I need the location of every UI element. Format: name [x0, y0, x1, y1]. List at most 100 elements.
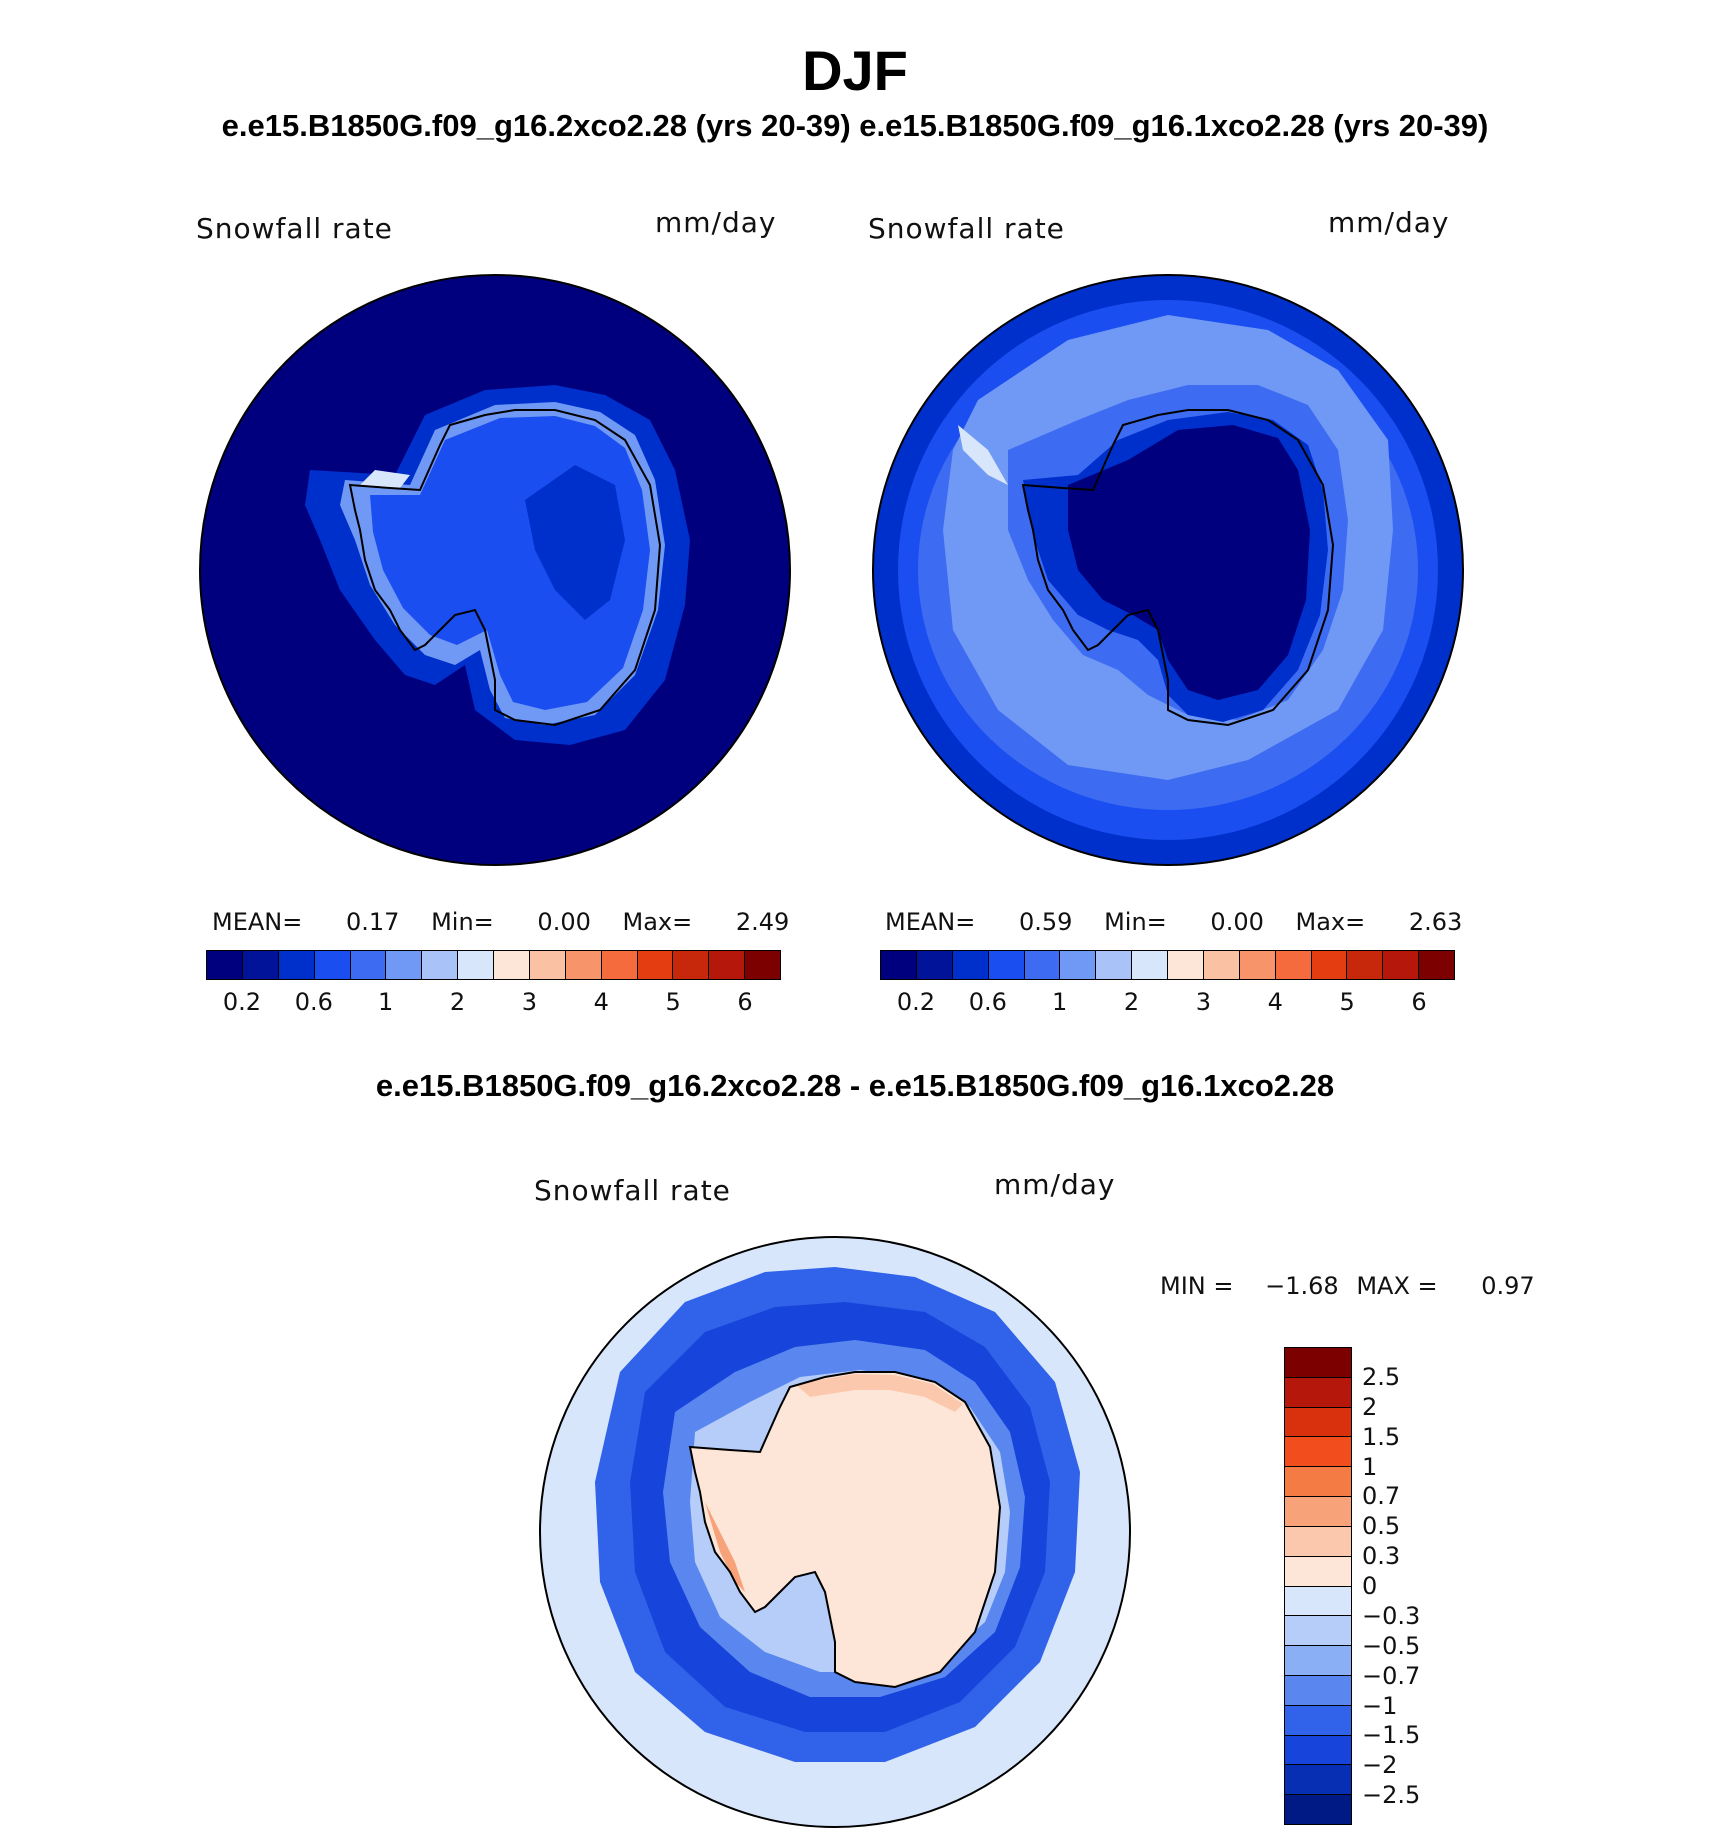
colorbar-tick-label: 2	[449, 988, 466, 1016]
colorbar-swatch	[1275, 951, 1312, 979]
colorbar-tick-label: 4	[1267, 988, 1283, 1016]
colorbar-swatch	[1060, 951, 1097, 979]
colorbar-tick-label: −0.3	[1362, 1601, 1421, 1630]
panel3-min-value: −1.68	[1265, 1272, 1339, 1300]
colorbar-swatch	[1285, 1705, 1351, 1736]
colorbar-swatch	[565, 951, 602, 979]
colorbar-swatch	[422, 951, 459, 979]
colorbar-tick-label: 5	[1339, 988, 1355, 1016]
panel1-polar-map	[199, 274, 791, 866]
colorbar-swatch	[988, 951, 1025, 979]
colorbar-tick-label: −2.5	[1362, 1781, 1421, 1810]
colorbar-swatch	[1285, 1497, 1351, 1527]
colorbar-tick-label: 0.2	[896, 988, 936, 1016]
colorbar-tick-label: 1.5	[1362, 1422, 1401, 1451]
difference-title: e.e15.B1850G.f09_g16.2xco2.28 - e.e15.B1…	[375, 1068, 1335, 1103]
colorbar-swatch	[1383, 951, 1420, 979]
panel1-min-value: 0.00	[537, 908, 591, 936]
panel2-polar-map	[872, 274, 1464, 866]
panel3-units-label: mm/day	[994, 1168, 1116, 1201]
colorbar-swatch	[1239, 951, 1276, 979]
colorbar-swatch	[916, 951, 953, 979]
colorbar-tick-label: 6	[737, 988, 753, 1016]
colorbar-tick-label: 0.3	[1362, 1542, 1401, 1571]
panel3-increase-west	[705, 1502, 745, 1592]
colorbar-tick-label: −0.7	[1362, 1661, 1421, 1690]
colorbar-swatch	[1285, 1467, 1351, 1498]
panel2-max-label: Max=	[1295, 908, 1366, 936]
panel2-min-value: 0.00	[1210, 908, 1264, 936]
colorbar-swatch	[458, 951, 494, 979]
colorbar-tick-label: 1	[1052, 988, 1068, 1016]
panel3-max-label: MAX =	[1356, 1272, 1438, 1300]
panel2-mean-label: MEAN=	[885, 908, 976, 936]
colorbar-swatch	[1285, 1526, 1351, 1557]
panel2-min-label: Min=	[1104, 908, 1167, 936]
panel1-mean-value: 0.17	[346, 908, 400, 936]
colorbar-tick-label: 0	[1362, 1572, 1378, 1600]
panel1-colorbar	[206, 950, 781, 980]
panel1-coastline	[348, 409, 662, 727]
figure-title: DJF	[802, 39, 908, 102]
panel1-coast-peak	[360, 470, 410, 488]
colorbar-tick-label: 2	[1123, 988, 1140, 1016]
colorbar-swatch	[1285, 1616, 1351, 1647]
colorbar-tick-label: 6	[1411, 988, 1427, 1016]
panel3-coastline	[688, 1371, 1002, 1689]
colorbar-tick-label: 1	[378, 988, 394, 1016]
panel1-interior-core	[525, 465, 625, 620]
colorbar-swatch	[529, 951, 566, 979]
difference-colorbar	[1284, 1347, 1352, 1825]
colorbar-swatch	[1285, 1437, 1351, 1468]
panel2-colorbar	[880, 950, 1455, 980]
colorbar-swatch	[1285, 1735, 1351, 1766]
colorbar-swatch	[1168, 951, 1204, 979]
panel1-min-label: Min=	[431, 908, 494, 936]
colorbar-tick-label: −1	[1362, 1691, 1398, 1720]
colorbar-swatch	[1285, 1675, 1351, 1706]
colorbar-tick-label: 5	[665, 988, 681, 1016]
panel3-minmax-line: MIN = −1.68 MAX = 0.97	[1160, 1272, 1535, 1300]
colorbar-swatch	[745, 951, 780, 979]
panel2-stats-line: MEAN= 0.59 Min= 0.00 Max= 2.63	[885, 908, 1462, 936]
panel3-max-value: 0.97	[1481, 1272, 1535, 1300]
colorbar-tick-label: −0.5	[1362, 1631, 1421, 1660]
colorbar-swatch	[601, 951, 638, 979]
colorbar-swatch	[242, 951, 279, 979]
colorbar-tick-label: 4	[593, 988, 609, 1016]
colorbar-tick-label: 3	[521, 988, 538, 1016]
panel1-max-value: 2.49	[735, 908, 790, 936]
colorbar-swatch	[637, 951, 674, 979]
colorbar-swatch	[1311, 951, 1348, 979]
panel2-interior	[1068, 425, 1310, 700]
colorbar-swatch	[1285, 1407, 1351, 1438]
colorbar-tick-label: −1.5	[1362, 1721, 1421, 1750]
colorbar-swatch	[1096, 951, 1133, 979]
panel1-max-label: Max=	[622, 908, 693, 936]
colorbar-tick-label: 3	[1195, 988, 1212, 1016]
colorbar-swatch	[1132, 951, 1168, 979]
colorbar-swatch	[1347, 951, 1384, 979]
panel2-units-label: mm/day	[1328, 206, 1450, 239]
colorbar-swatch	[1285, 1646, 1351, 1676]
colorbar-swatch	[314, 951, 351, 979]
panel1-units-label: mm/day	[655, 206, 777, 239]
colorbar-swatch	[1285, 1556, 1351, 1587]
colorbar-tick-label: 0.2	[222, 988, 262, 1016]
colorbar-swatch	[1285, 1348, 1351, 1378]
panel2-variable-label: Snowfall rate	[868, 212, 1065, 245]
colorbar-swatch	[881, 951, 917, 979]
colorbar-swatch	[1285, 1765, 1351, 1796]
figure-subtitle: e.e15.B1850G.f09_g16.2xco2.28 (yrs 20-39…	[221, 108, 1489, 143]
colorbar-tick-label: 2	[1362, 1392, 1378, 1421]
colorbar-tick-label: 0.6	[968, 988, 1007, 1016]
colorbar-tick-label: 1	[1362, 1452, 1378, 1481]
colorbar-swatch	[1024, 951, 1061, 979]
panel1-stats-line: MEAN= 0.17 Min= 0.00 Max= 2.49	[212, 908, 789, 936]
colorbar-tick-label: 0.6	[294, 988, 333, 1016]
colorbar-swatch	[952, 951, 989, 979]
panel2-peninsula-peak	[958, 425, 1008, 485]
panel3-difference-map	[539, 1236, 1131, 1828]
panel2-mean-value: 0.59	[1019, 908, 1073, 936]
colorbar-swatch	[1285, 1586, 1351, 1617]
